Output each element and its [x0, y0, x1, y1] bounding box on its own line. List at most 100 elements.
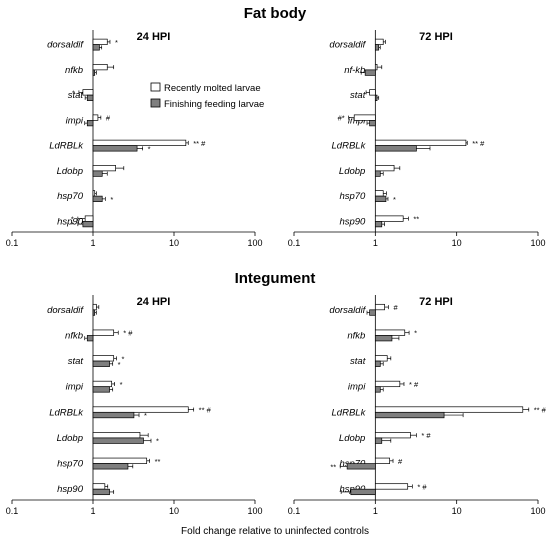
bar: [92, 411, 135, 419]
bar: [374, 483, 409, 490]
bar: [369, 89, 376, 96]
legend-swatch-finishing: [150, 98, 161, 108]
significance-mark: *: [110, 195, 113, 204]
bar: [92, 139, 187, 146]
category-label: impi: [348, 115, 366, 126]
x-tick-label: 100: [530, 506, 545, 516]
bar: [374, 457, 391, 464]
significance-mark: ** #: [534, 406, 547, 415]
bar: [92, 303, 97, 311]
category-label: hsp90: [57, 216, 84, 227]
significance-mark: **: [413, 215, 419, 224]
category-label: impi: [348, 382, 366, 393]
bar: [92, 165, 116, 172]
significance-mark: *: [156, 437, 159, 446]
significance-mark: #: [106, 114, 111, 123]
bar: [374, 38, 384, 45]
category-label: hsp90: [57, 484, 84, 495]
category-label: dorsaldif: [329, 305, 366, 316]
bar: [92, 145, 138, 152]
bar: [92, 190, 96, 197]
x-tick-label: 100: [247, 506, 262, 516]
significance-mark: *: [118, 360, 121, 369]
category-label: stat: [350, 356, 366, 367]
category-label: hsp70: [57, 459, 84, 470]
category-label: dorsaldif: [329, 40, 366, 51]
category-label: hsp70: [339, 191, 366, 202]
legend-swatch-recent: [150, 82, 161, 92]
significance-mark: * #: [409, 380, 419, 389]
legend-label-finishing: Finishing feeding larvae: [164, 99, 264, 110]
bar: [374, 411, 445, 419]
category-label: stat: [68, 90, 84, 101]
significance-mark: * #: [417, 482, 427, 491]
bar: [374, 303, 385, 311]
panel-2: 72 HPI 0.1 1 10 100 dorsaldif nf-kb stat impi#* L…: [288, 30, 546, 248]
bar: [374, 406, 524, 413]
bar: [374, 432, 411, 439]
bar: [350, 488, 376, 496]
x-tick-label: 1: [373, 238, 378, 248]
x-tick-label: 0.1: [6, 238, 19, 248]
category-label: LdRBLk: [49, 407, 84, 418]
x-tick-label: 0.1: [288, 506, 301, 516]
bar: [374, 195, 387, 202]
bar: [374, 380, 401, 388]
significance-mark: *: [120, 380, 123, 389]
bar: [92, 114, 99, 121]
category-label: Ldobp: [57, 166, 83, 177]
significance-mark: #: [398, 457, 403, 466]
bar: [86, 120, 94, 127]
x-tick-label: 10: [169, 238, 179, 248]
bar: [353, 114, 376, 121]
significance-mark: *: [121, 354, 124, 363]
x-tick-label: 1: [90, 506, 95, 516]
x-tick-label: 0.1: [288, 238, 301, 248]
bar: [92, 457, 148, 464]
bar: [374, 437, 383, 444]
bar: [374, 335, 393, 342]
category-label: nfkb: [65, 330, 83, 341]
category-label: nf-kb: [344, 65, 365, 76]
category-label: Ldobp: [339, 433, 365, 444]
panel-title: 24 HPI: [137, 31, 171, 43]
legend-label-recent: Recently molted larvae: [164, 83, 261, 94]
category-label: hsp70: [57, 191, 84, 202]
x-tick-label: 1: [373, 506, 378, 516]
category-label: LdRBLk: [332, 141, 367, 152]
bar: [346, 463, 376, 470]
bar: [92, 483, 106, 490]
bar: [374, 94, 378, 101]
bar: [92, 488, 110, 496]
bar: [84, 215, 94, 222]
bar: [374, 165, 395, 172]
bar: [82, 221, 94, 228]
bar: [92, 437, 144, 444]
x-tick-label: 1: [90, 238, 95, 248]
bar: [92, 380, 113, 388]
significance-mark: *: [414, 329, 417, 338]
bar: [92, 69, 96, 76]
significance-mark: *: [71, 215, 74, 224]
panel-title: 72 HPI: [419, 296, 453, 308]
x-axis-label: Fold change relative to uninfected contr…: [181, 526, 369, 537]
significance-mark: *: [148, 144, 151, 153]
category-label: impi: [66, 115, 84, 126]
section-title-integument: Integument: [235, 270, 316, 287]
significance-mark: *: [71, 220, 74, 229]
category-label: Ldobp: [339, 166, 365, 177]
significance-mark: *: [72, 88, 75, 97]
category-label: LdRBLk: [332, 407, 367, 418]
panel-4: 72 HPI 0.1 1 10 100 dorsaldif # nfkb * stat impi * …: [288, 295, 547, 516]
significance-mark: **: [330, 462, 336, 471]
bar: [92, 38, 108, 45]
x-tick-label: 10: [452, 238, 462, 248]
bar: [374, 64, 378, 71]
significance-mark: * #: [421, 431, 431, 440]
panel-title: 24 HPI: [137, 296, 171, 308]
bar: [374, 145, 417, 152]
